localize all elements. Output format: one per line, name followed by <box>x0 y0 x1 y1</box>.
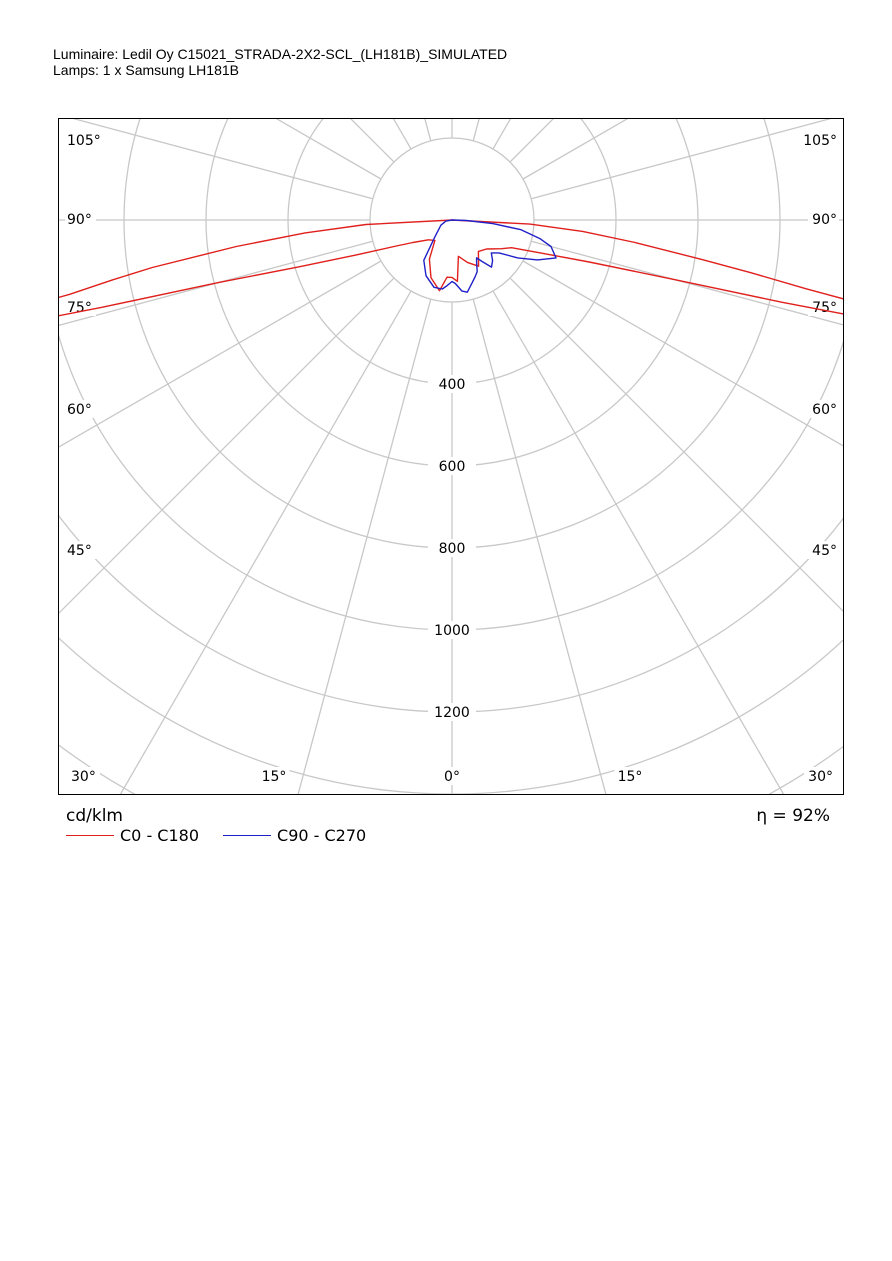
angle-tick-label: 45° <box>812 543 837 559</box>
luminaire-title: Luminaire: Ledil Oy C15021_STRADA-2X2-SC… <box>53 46 508 62</box>
grid-spoke <box>509 277 843 612</box>
grid-spoke <box>509 119 554 163</box>
polar-chart: 400 600 800 1000 1200 105° 90° 75° 60° 45° 30° 15° 0… <box>58 118 844 795</box>
grid-spoke <box>472 119 480 141</box>
angle-tick-label: 90° <box>67 212 92 228</box>
radial-label-bg <box>428 375 476 393</box>
grid-spoke <box>350 119 395 163</box>
radial-tick-label: 400 <box>439 377 466 393</box>
grid-spoke <box>492 290 785 794</box>
unit-label: cd/klm <box>66 806 123 826</box>
radial-label-bg <box>428 457 476 475</box>
angle-tick-label: 30° <box>71 769 96 785</box>
angle-label-bg <box>65 298 96 316</box>
legend: C0 - C180 C90 - C270 <box>66 826 390 845</box>
efficiency-label: η = 92% <box>756 806 830 826</box>
angle-label-bg <box>804 767 835 785</box>
legend-item-c90: C90 - C270 <box>223 826 366 845</box>
grid-spoke <box>297 299 432 794</box>
grid-spoke <box>531 240 843 326</box>
angle-label-bg <box>65 400 96 418</box>
legend-swatch-c0 <box>66 835 114 836</box>
angle-label-bg <box>69 767 100 785</box>
angle-tick-label: 15° <box>262 769 287 785</box>
angle-tick-label: 45° <box>67 543 92 559</box>
angle-tick-label: 90° <box>812 212 837 228</box>
angle-tick-label: 75° <box>67 300 92 316</box>
radial-tick-label: 1000 <box>434 623 470 639</box>
angle-label-bg <box>258 767 290 785</box>
angle-tick-label: 30° <box>808 769 833 785</box>
grid-spoke <box>472 299 607 794</box>
radial-tick-label: 800 <box>439 541 466 557</box>
grid-spoke <box>424 119 432 141</box>
lamps-subtitle: Lamps: 1 x Samsung LH181B <box>53 62 239 78</box>
angle-label-bg <box>65 131 105 149</box>
angle-tick-label: 105° <box>67 133 101 149</box>
angle-label-bg <box>808 400 839 418</box>
grid-spoke <box>59 260 382 448</box>
radial-tick-label: 600 <box>439 459 466 475</box>
grid-spoke <box>522 260 843 447</box>
angle-label-bg <box>799 131 839 149</box>
angle-tick-label: 15° <box>618 769 643 785</box>
angle-label-bg <box>441 767 463 785</box>
radial-tick-label: 1200 <box>434 705 470 721</box>
grid-spoke <box>531 119 832 200</box>
legend-label-c0: C0 - C180 <box>120 826 200 845</box>
legend-item-c0: C0 - C180 <box>66 826 199 845</box>
angle-label-bg <box>65 541 96 559</box>
radial-label-bg <box>428 539 476 557</box>
angle-tick-label: 60° <box>812 402 837 418</box>
legend-label-c90: C90 - C270 <box>277 826 367 845</box>
grid-spoke <box>72 119 373 200</box>
series-c90-c270-curve <box>423 219 557 293</box>
series-c0-c180-curve <box>59 219 843 317</box>
legend-swatch-c90 <box>223 835 272 836</box>
angle-label-bg <box>65 210 96 228</box>
angle-label-bg <box>808 210 839 228</box>
angle-label-bg <box>614 767 646 785</box>
angle-label-bg <box>808 541 839 559</box>
grid-spoke <box>59 240 373 326</box>
chart-header: Luminaire: Ledil Oy C15021_STRADA-2X2-SC… <box>53 46 507 78</box>
radial-label-bg <box>428 703 476 721</box>
angle-tick-label: 0° <box>444 769 460 785</box>
grid-spoke <box>392 119 412 150</box>
radial-label-bg <box>428 621 476 639</box>
grid-spoke <box>119 290 412 794</box>
grid-spoke <box>59 277 395 614</box>
angle-tick-label: 60° <box>67 402 92 418</box>
angle-tick-label: 105° <box>803 133 837 149</box>
grid-spoke <box>492 119 512 150</box>
